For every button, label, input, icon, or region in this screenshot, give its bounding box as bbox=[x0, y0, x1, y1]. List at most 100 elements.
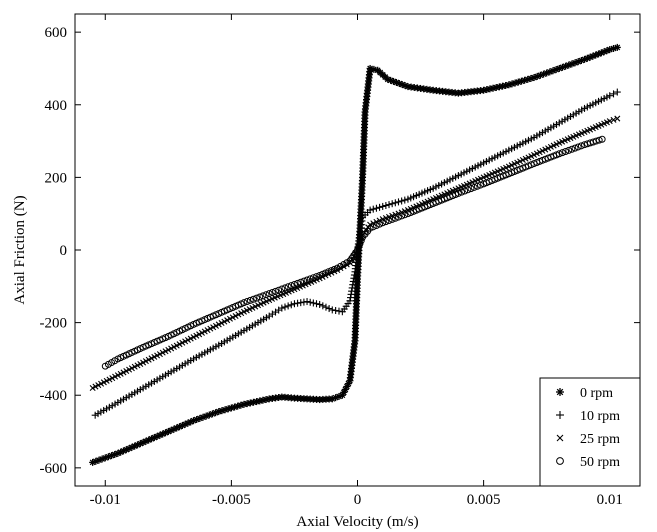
series-0-rpm bbox=[89, 43, 621, 466]
y-tick-label: -400 bbox=[40, 388, 68, 404]
data-point bbox=[354, 246, 361, 254]
data-point-interp bbox=[156, 431, 164, 439]
data-point bbox=[379, 216, 386, 223]
data-point-interp bbox=[246, 296, 254, 304]
data-point bbox=[379, 202, 387, 210]
data-point-interp bbox=[348, 287, 356, 295]
data-point-interp bbox=[284, 302, 292, 310]
data-point-interp bbox=[346, 294, 354, 302]
data-point-interp bbox=[98, 455, 106, 463]
data-point bbox=[598, 135, 606, 143]
data-point-interp bbox=[357, 224, 365, 232]
y-tick-label: -600 bbox=[40, 461, 68, 477]
data-point bbox=[555, 150, 563, 158]
legend-label: 50 rpm bbox=[580, 455, 620, 470]
data-point-interp bbox=[562, 148, 570, 155]
series-layer bbox=[89, 43, 621, 466]
y-axis-label: Axial Friction (N) bbox=[12, 195, 28, 304]
data-point-interp bbox=[356, 240, 364, 248]
data-point-interp bbox=[322, 303, 330, 311]
data-point-interp bbox=[470, 183, 478, 191]
data-point bbox=[240, 299, 248, 307]
data-point bbox=[613, 43, 621, 51]
data-point bbox=[366, 224, 374, 232]
data-point-interp bbox=[549, 67, 557, 75]
data-point bbox=[278, 304, 286, 312]
data-point-interp bbox=[358, 217, 366, 225]
legend-marker bbox=[556, 411, 564, 419]
axes-layer: -0.01 -0.005 0 0.005 0.01 -600 -400 -200 0 200 400… bbox=[40, 14, 640, 508]
data-point bbox=[367, 221, 374, 228]
data-point-interp bbox=[309, 274, 317, 282]
data-point bbox=[290, 281, 298, 288]
data-point-interp bbox=[376, 217, 383, 224]
data-point-interp bbox=[253, 294, 261, 302]
y-tick-label: 600 bbox=[45, 25, 68, 41]
data-point bbox=[384, 75, 392, 83]
data-point-interp bbox=[398, 212, 406, 220]
data-point-interp bbox=[287, 282, 295, 290]
y-tick-label: -200 bbox=[40, 316, 68, 332]
legend-item: 25 rpm bbox=[556, 432, 620, 447]
data-point-interp bbox=[262, 291, 270, 299]
data-point-interp bbox=[306, 298, 314, 306]
data-point-interp bbox=[313, 300, 321, 308]
data-point bbox=[366, 206, 374, 214]
x-axis-label: Axial Velocity (m/s) bbox=[296, 514, 418, 530]
data-point-interp bbox=[357, 236, 365, 244]
data-point-interp bbox=[568, 145, 576, 153]
data-point-interp bbox=[125, 444, 133, 452]
data-point-interp bbox=[394, 198, 402, 206]
series-10-rpm bbox=[91, 88, 621, 419]
legend-label: 25 rpm bbox=[580, 432, 620, 447]
data-point-interp bbox=[313, 273, 320, 281]
series-50-rpm bbox=[101, 135, 606, 370]
data-point-interp bbox=[369, 223, 377, 231]
data-point-interp bbox=[249, 295, 257, 303]
data-point bbox=[316, 300, 324, 308]
data-point bbox=[328, 306, 336, 314]
data-point-interp bbox=[401, 196, 409, 204]
data-point-interp bbox=[256, 293, 264, 301]
data-point-interp bbox=[349, 281, 357, 289]
x-tick-label: -0.01 bbox=[90, 492, 121, 508]
data-point bbox=[346, 297, 354, 305]
data-point-interp bbox=[388, 200, 396, 208]
data-point-interp bbox=[382, 202, 390, 210]
data-point-interp bbox=[284, 283, 292, 291]
data-point-interp bbox=[398, 197, 406, 205]
data-point-interp bbox=[350, 271, 358, 279]
data-point-interp bbox=[373, 218, 380, 225]
data-point-interp bbox=[332, 307, 340, 315]
data-point-interp bbox=[401, 211, 409, 219]
data-point-interp bbox=[347, 290, 355, 298]
data-point-interp bbox=[357, 221, 365, 229]
legend-label: 10 rpm bbox=[580, 409, 620, 424]
data-point-interp bbox=[391, 214, 399, 222]
x-tick-label: 0.005 bbox=[467, 492, 501, 508]
legend-marker bbox=[556, 388, 564, 396]
data-point-interp bbox=[385, 201, 393, 209]
data-point-interp bbox=[574, 143, 582, 151]
data-point-interp bbox=[349, 277, 357, 285]
data-point-interp bbox=[350, 274, 358, 282]
data-point-interp bbox=[278, 285, 286, 293]
series-25-rpm bbox=[89, 115, 621, 391]
data-point-interp bbox=[243, 298, 251, 305]
data-point-interp bbox=[268, 288, 276, 296]
data-point-interp bbox=[565, 146, 573, 154]
data-point-interp bbox=[577, 142, 585, 150]
data-point bbox=[606, 118, 613, 125]
data-point-interp bbox=[586, 53, 594, 61]
data-point-interp bbox=[281, 284, 289, 292]
data-point-interp bbox=[348, 284, 356, 292]
data-point-interp bbox=[458, 188, 466, 196]
data-point-interp bbox=[372, 204, 380, 212]
data-point-interp bbox=[391, 199, 399, 207]
data-point bbox=[606, 92, 614, 100]
legend-marker bbox=[556, 434, 564, 442]
data-point-interp bbox=[335, 307, 343, 315]
data-point-interp bbox=[595, 136, 603, 144]
data-point-interp bbox=[300, 277, 308, 285]
